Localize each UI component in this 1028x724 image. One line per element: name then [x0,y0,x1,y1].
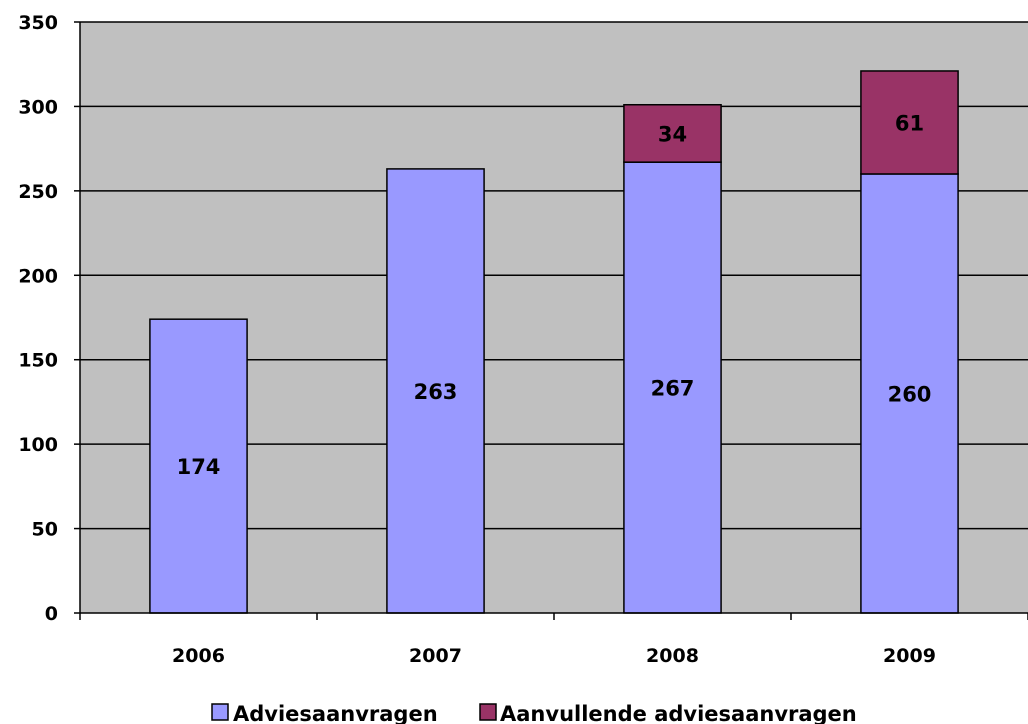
data-labels: 174 263 267 34 260 61 [177,111,932,479]
data-label: 260 [888,382,932,406]
y-tick-label: 50 [32,519,58,541]
legend-label: Adviesaanvragen [233,702,438,724]
data-label: 267 [651,377,695,401]
x-tick-label: 2006 [172,645,225,667]
legend-label: Aanvullende adviesaanvragen [500,702,857,724]
x-tick-label: 2008 [646,645,699,667]
bar-segment [149,318,248,614]
legend-swatch [211,703,229,721]
y-tick-label: 300 [18,96,58,118]
x-tick-label: 2009 [883,645,936,667]
y-tick-label: 350 [18,12,58,34]
y-tick-label: 100 [18,434,58,456]
y-tick-label: 250 [18,181,58,203]
y-tick-label: 200 [18,265,58,287]
legend-swatch [479,703,497,721]
y-tick-label: 150 [18,350,58,372]
bar-segment [860,173,959,614]
y-tick-label: 0 [45,603,58,625]
axes: 0 50 100 150 200 250 300 350 2006 2007 2008 2009 [18,12,1028,667]
bar-segment [860,70,959,175]
data-label: 174 [177,455,221,479]
data-label: 61 [895,111,924,135]
x-tick-label: 2007 [409,645,462,667]
data-label: 263 [414,380,458,404]
legend: Adviesaanvragen Aanvullende adviesaanvrag… [211,702,857,724]
data-label: 34 [658,122,687,146]
bar-segment [386,168,485,614]
bar-segment [623,103,722,163]
